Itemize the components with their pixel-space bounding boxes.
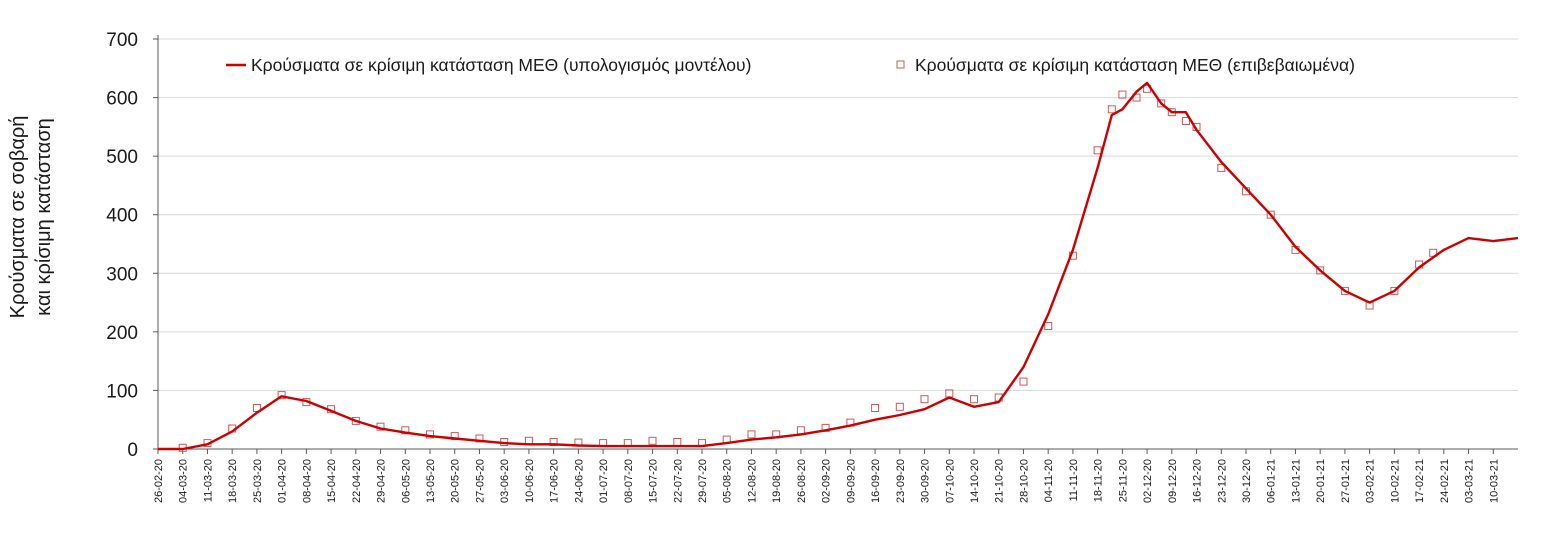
x-tick-label: 02-12-20 [1142,459,1154,503]
confirmed-point [277,391,286,400]
x-tick-label: 15-04-20 [326,459,338,503]
x-tick-label: 24-02-21 [1439,459,1451,503]
x-tick-label: 01-07-20 [598,459,610,503]
y-tick-label: 700 [106,30,138,51]
x-tick-label: 23-09-20 [895,459,907,503]
confirmed-point [1118,90,1127,99]
y-axis: 0 100 200 300 400 500 600 700 [106,30,159,461]
x-tick-label: 13-05-20 [425,459,437,503]
y-tick-label: 300 [106,264,138,285]
x-tick-label: 23-12-20 [1216,459,1228,503]
x-tick-label: 25-03-20 [252,459,264,503]
confirmed-point [1019,377,1028,386]
confirmed-point [1093,146,1102,155]
y-tick-label: 500 [106,147,138,168]
legend: Κρούσματα σε κρίσιμη κατάσταση ΜΕΘ (υπολ… [226,55,1355,75]
x-tick-label: 10-03-21 [1488,459,1500,503]
y-tick-label: 100 [106,381,138,402]
confirmed-point [920,395,929,404]
x-axis: 26-02-20 04-03-20 11-03-20 18-03-20 25-03-20… [153,448,1518,503]
x-tick-label: 22-07-20 [672,459,684,503]
x-tick-label: 07-10-20 [944,459,956,503]
x-tick-label: 16-09-20 [870,459,882,503]
legend-confirmed-label: Κρούσματα σε κρίσιμη κατάσταση ΜΕΘ (επιβ… [915,55,1355,75]
y-axis-label-line-1: Κρούσματα σε σοβαρή [7,116,29,319]
confirmed-point [796,426,805,435]
x-tick-label: 14-10-20 [969,459,981,503]
confirmed-point [1266,210,1275,219]
confirmed-point [895,402,904,411]
x-tick-label: 06-01-21 [1266,459,1278,503]
x-tick-label: 20-05-20 [450,459,462,503]
x-tick-label: 26-02-20 [153,459,165,503]
x-tick-label: 19-08-20 [771,459,783,503]
x-tick-label: 30-09-20 [920,459,932,503]
x-tick-label: 03-02-21 [1365,459,1377,503]
x-tick-label: 06-05-20 [400,459,412,503]
x-tick-label: 12-08-20 [746,459,758,503]
x-tick-label: 29-04-20 [376,459,388,503]
x-tick-label: 28-10-20 [1018,459,1030,503]
y-tick-label: 200 [106,323,138,344]
x-tick-label: 17-06-20 [549,459,561,503]
y-axis-label-line-2: και κρίσιμη κατάσταση [33,118,55,316]
x-tick-label: 18-03-20 [227,459,239,503]
x-tick-label: 01-04-20 [277,459,289,503]
x-tick-label: 20-01-21 [1315,459,1327,503]
x-tick-label: 22-04-20 [351,459,363,503]
x-tick-label: 16-12-20 [1192,459,1204,503]
x-tick-label: 02-09-20 [821,459,833,503]
legend-model-label: Κρούσματα σε κρίσιμη κατάσταση ΜΕΘ (υπολ… [251,55,751,75]
model-series-line [158,81,1519,451]
x-tick-label: 03-06-20 [499,459,511,503]
confirmed-point [1217,163,1226,172]
confirmed-point [648,436,657,445]
x-tick-label: 10-02-21 [1389,459,1401,503]
confirmed-point [945,389,954,398]
confirmed-point [1181,117,1190,125]
x-tick-label: 24-06-20 [573,459,585,503]
confirmed-point [970,395,978,404]
x-tick-label: 03-03-21 [1464,459,1476,503]
x-tick-label: 15-07-20 [648,459,660,503]
x-tick-label: 08-04-20 [301,459,313,503]
y-tick-label: 400 [106,206,138,227]
x-tick-label: 29-07-20 [697,459,709,503]
confirmed-point [1107,105,1116,114]
confirmed-point [1316,266,1325,275]
gridlines [158,38,1518,391]
x-tick-label: 04-03-20 [178,459,190,503]
legend-confirmed-swatch [896,60,905,69]
confirmed-point [871,404,880,412]
x-tick-label: 11-03-20 [202,459,214,502]
x-tick-label: 11-11-20 [1068,459,1080,501]
x-tick-label: 21-10-20 [994,459,1006,503]
x-tick-label: 09-12-20 [1167,459,1179,503]
x-tick-label: 13-01-21 [1290,459,1302,503]
confirmed-point [1340,286,1349,295]
x-tick-label: 08-07-20 [623,459,635,503]
x-tick-label: 30-12-20 [1241,459,1253,503]
confirmed-point [1390,286,1399,295]
confirmed-point [1157,99,1166,108]
x-tick-label: 27-01-21 [1340,459,1352,503]
x-tick-label: 26-08-20 [796,459,808,503]
x-tick-label: 25-11-20 [1117,459,1129,502]
x-tick-label: 09-09-20 [845,459,857,503]
x-tick-label: 17-02-21 [1414,459,1426,503]
y-tick-label: 600 [106,89,138,110]
x-tick-label: 10-06-20 [524,459,536,503]
confirmed-point [1044,322,1053,330]
confirmed-series-markers [178,84,1438,452]
x-tick-label: 05-08-20 [722,459,734,503]
x-tick-label: 04-11-20 [1043,459,1055,502]
y-tick-label: 0 [127,440,138,461]
y-axis-label: Κρούσματα σε σοβαρή και κρίσιμη κατάστασ… [7,116,55,319]
confirmed-point [673,438,682,446]
confirmed-point [747,430,756,439]
x-tick-label: 27-05-20 [474,459,486,503]
x-tick-label: 18-11-20 [1093,459,1105,502]
